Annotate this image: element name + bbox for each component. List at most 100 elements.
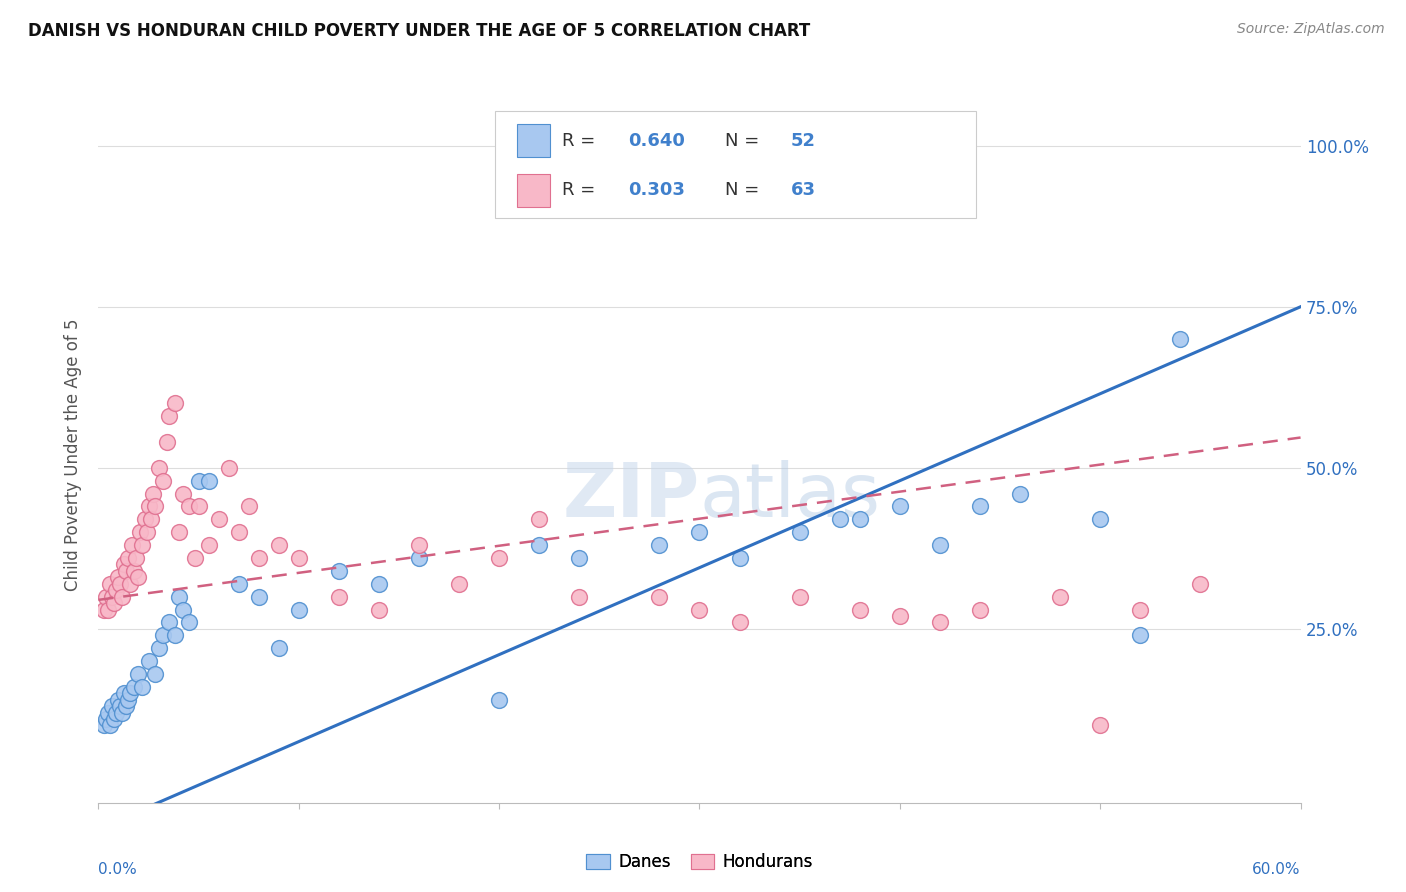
Point [143, 667, 166, 681]
Bar [517, 124, 550, 157]
Legend: Danes, Hondurans: Danes, Hondurans [579, 847, 820, 878]
Point [1170, 332, 1192, 346]
Point [96, 712, 118, 726]
Point [368, 602, 391, 616]
Point [849, 602, 872, 616]
Point [167, 525, 190, 540]
Point [97, 602, 120, 616]
Point [124, 564, 146, 578]
Point [228, 525, 250, 540]
Point [648, 538, 671, 552]
Point [125, 551, 148, 566]
Point [141, 486, 163, 500]
Point [101, 590, 124, 604]
Point [117, 551, 139, 566]
Point [105, 706, 128, 720]
Point [139, 512, 162, 526]
Text: R =: R = [562, 132, 602, 150]
Point [110, 576, 132, 591]
Text: N =: N = [724, 132, 765, 150]
Point [228, 576, 250, 591]
Text: 0.640: 0.640 [628, 132, 686, 150]
Point [689, 602, 711, 616]
Point [115, 564, 138, 578]
Point [488, 692, 510, 706]
Point [163, 396, 186, 410]
Point [208, 512, 231, 526]
Point [155, 435, 177, 450]
Point [111, 590, 134, 604]
Bar [517, 174, 550, 207]
Text: 0.0%: 0.0% [98, 862, 138, 877]
Point [124, 680, 146, 694]
Point [117, 692, 139, 706]
Point [100, 576, 122, 591]
Point [238, 500, 260, 514]
Text: R =: R = [562, 181, 602, 199]
Point [172, 486, 194, 500]
Point [143, 500, 166, 514]
Point [689, 525, 711, 540]
Point [889, 500, 911, 514]
Point [218, 460, 240, 475]
Point [408, 538, 430, 552]
Point [568, 551, 591, 566]
Point [929, 615, 952, 630]
Point [969, 602, 991, 616]
Point [177, 500, 200, 514]
Point [96, 590, 118, 604]
Text: Source: ZipAtlas.com: Source: ZipAtlas.com [1237, 22, 1385, 37]
Point [1088, 718, 1111, 732]
Point [1088, 512, 1111, 526]
Text: 0.303: 0.303 [628, 181, 686, 199]
Point [121, 538, 143, 552]
Point [728, 615, 751, 630]
Point [93, 602, 115, 616]
Point [135, 525, 157, 540]
Point [889, 609, 911, 624]
Point [488, 551, 510, 566]
Point [120, 576, 142, 591]
Point [529, 538, 551, 552]
Point [111, 706, 134, 720]
Point [131, 538, 153, 552]
Point [103, 712, 125, 726]
Text: DANISH VS HONDURAN CHILD POVERTY UNDER THE AGE OF 5 CORRELATION CHART: DANISH VS HONDURAN CHILD POVERTY UNDER T… [28, 22, 810, 40]
Point [288, 602, 311, 616]
Point [148, 460, 170, 475]
Point [107, 570, 129, 584]
Text: N =: N = [724, 181, 765, 199]
Point [789, 525, 811, 540]
Point [114, 558, 136, 572]
Point [328, 564, 350, 578]
Point [828, 512, 851, 526]
Point [187, 500, 209, 514]
Point [789, 590, 811, 604]
Point [648, 590, 671, 604]
Point [129, 525, 152, 540]
Point [328, 590, 350, 604]
Point [408, 551, 430, 566]
Point [247, 590, 270, 604]
Point [138, 500, 160, 514]
Text: atlas: atlas [700, 460, 880, 533]
Text: 52: 52 [790, 132, 815, 150]
Point [849, 512, 872, 526]
Point [1129, 628, 1152, 642]
Point [163, 628, 186, 642]
Point [368, 576, 391, 591]
Point [152, 628, 174, 642]
Point [247, 551, 270, 566]
Point [267, 641, 290, 656]
Y-axis label: Child Poverty Under the Age of 5: Child Poverty Under the Age of 5 [65, 318, 83, 591]
Point [177, 615, 200, 630]
Point [969, 500, 991, 514]
Text: ZIP: ZIP [562, 460, 700, 533]
Point [131, 680, 153, 694]
Point [447, 576, 470, 591]
Point [1010, 486, 1032, 500]
Point [128, 570, 150, 584]
Point [1189, 576, 1212, 591]
Point [128, 667, 150, 681]
Point [267, 538, 290, 552]
